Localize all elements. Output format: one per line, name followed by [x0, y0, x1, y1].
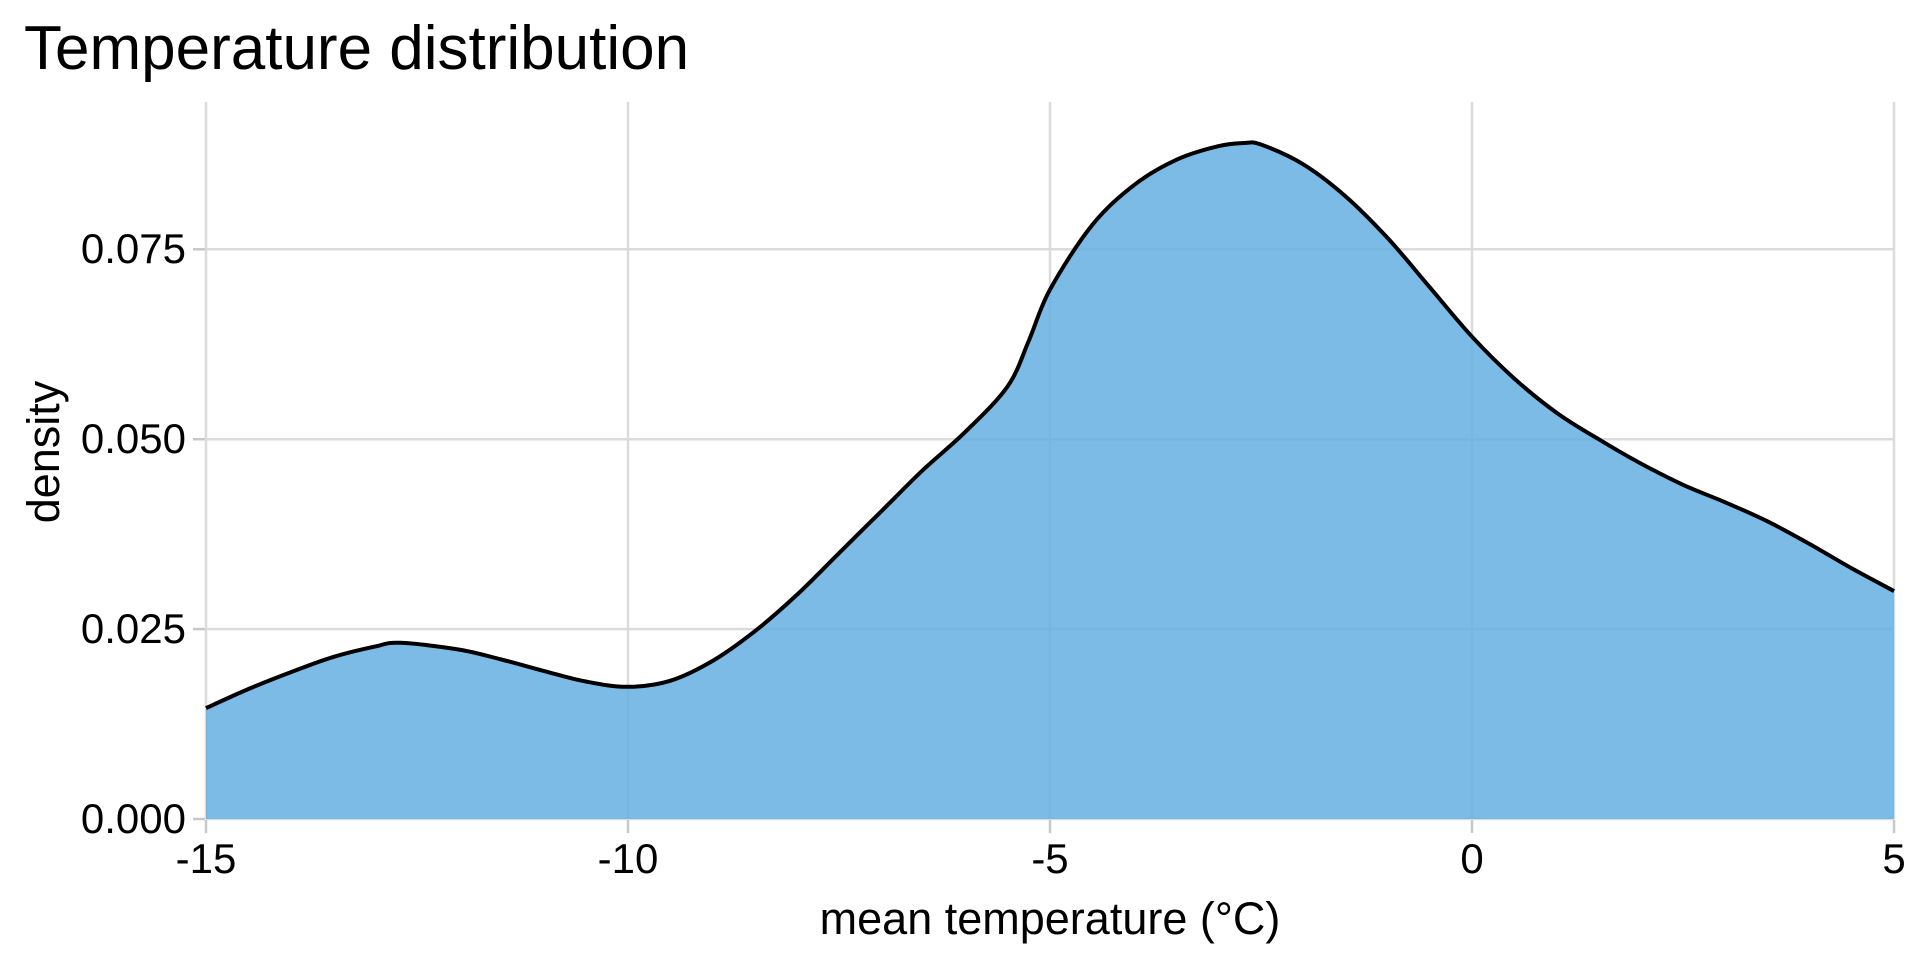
x-tick-label: -5: [1031, 835, 1069, 882]
density-area: [206, 142, 1894, 819]
y-tick-label: 0.075: [80, 225, 186, 273]
y-tick-label: 0.050: [80, 415, 186, 463]
x-tick-label: -10: [597, 835, 659, 882]
density-curve-line: [205, 140, 1895, 710]
axis-ticks: [193, 248, 1896, 833]
y-axis-title: density: [18, 380, 69, 524]
y-tick-label: 0.000: [80, 795, 186, 842]
chart-title: Temperature distribution: [24, 14, 690, 83]
y-tick-label: 0.025: [80, 605, 186, 653]
x-tick-label: -15: [175, 835, 237, 882]
x-tick-label: 5: [1882, 835, 1906, 882]
x-tick-label: 0: [1460, 835, 1484, 882]
x-axis-title: mean temperature (°C): [819, 893, 1281, 944]
